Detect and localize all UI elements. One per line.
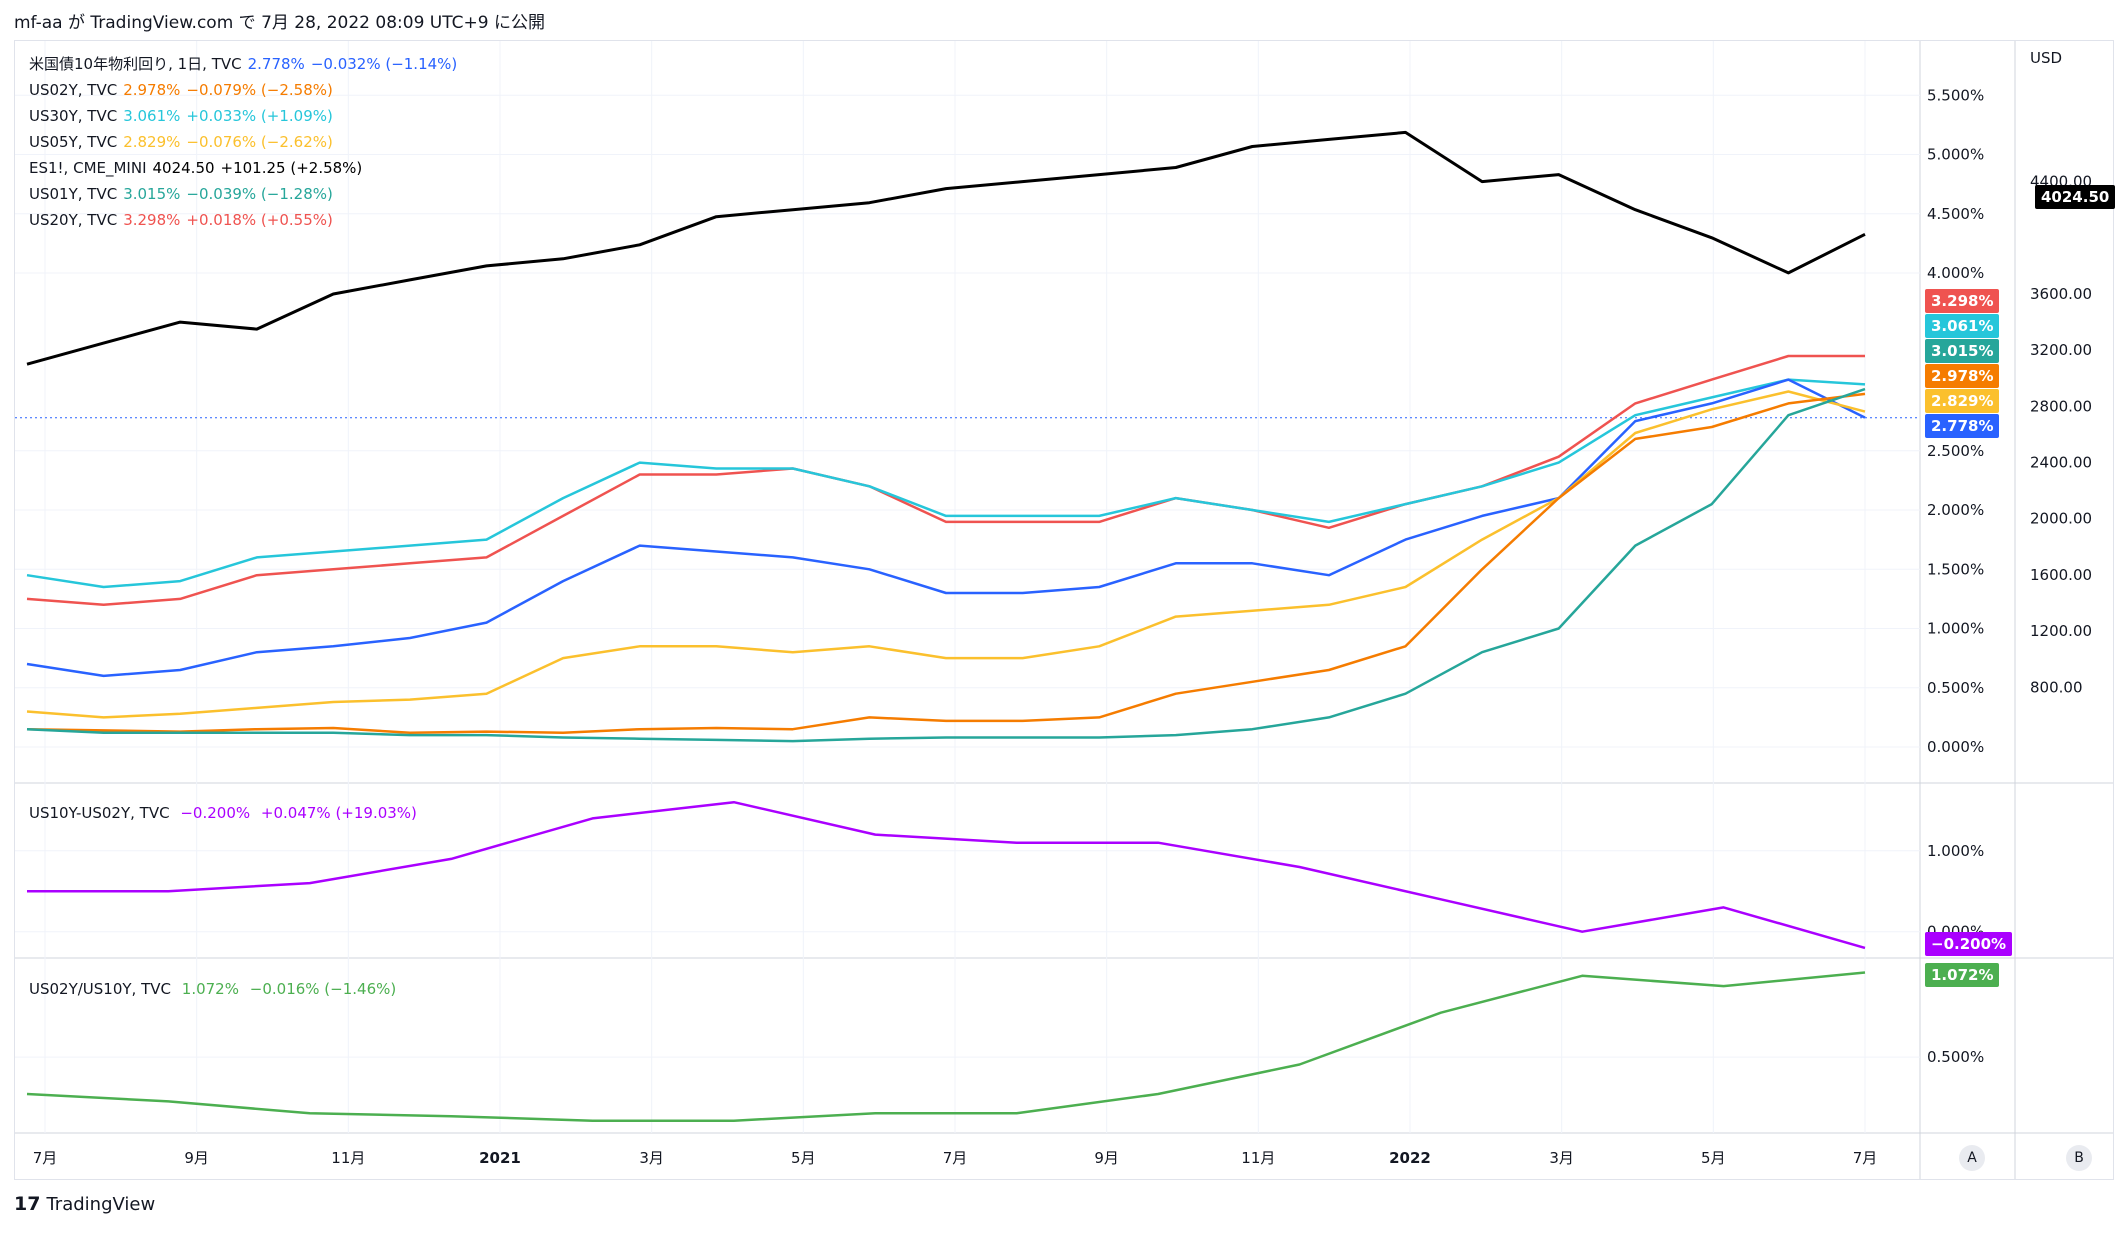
us30y-price-tag: 3.061% — [1925, 314, 2000, 338]
legend-series-name: US02Y, TVC — [29, 81, 118, 99]
us01y-price-tag: 3.015% — [1925, 339, 2000, 363]
x-axis-tick: 5月 — [791, 1149, 816, 1167]
us10y-price-tag: 2.778% — [1925, 414, 2000, 438]
left-axis-tick: 1.500% — [1927, 560, 1984, 578]
spread-legend-value: −0.200% — [180, 804, 251, 822]
x-axis-tick: 3月 — [639, 1149, 664, 1167]
legend-row: US02Y, TVC 2.978% −0.079% (−2.58%) — [29, 77, 457, 103]
right-axis-unit: USD — [2030, 49, 2062, 67]
legend-series-value: 3.015% — [123, 185, 181, 203]
legend-series-name: US20Y, TVC — [29, 211, 118, 229]
x-axis-tick: 7月 — [1853, 1149, 1878, 1167]
us20y-price-tag: 3.298% — [1925, 289, 2000, 313]
left-axis-tick: 4.500% — [1927, 205, 1984, 223]
x-axis-tick: 7月 — [943, 1149, 968, 1167]
ratio-axis-tick: 0.500% — [1927, 1048, 1984, 1066]
left-axis-tick: 0.000% — [1927, 738, 1984, 756]
left-axis-tick: 0.500% — [1927, 679, 1984, 697]
series-line-us20y — [26, 354, 1865, 607]
left-axis-tick: 2.000% — [1927, 501, 1984, 519]
right-axis-tick: 3200.00 — [2030, 341, 2092, 359]
footer-brand: TradingView — [46, 1193, 156, 1215]
chart-canvas[interactable]: 5.500% 5.000% 4.500% 4.000% 2.500% 2.000% 1.50… — [15, 41, 2113, 1179]
auto-scale-button[interactable]: A — [1959, 1145, 1985, 1171]
legend-series-change: −0.076% (−2.62%) — [186, 133, 333, 151]
x-axis-tick: 5月 — [1701, 1149, 1726, 1167]
spread-axis-tick: 1.000% — [1927, 842, 1984, 860]
ratio-price-tag: 1.072% — [1925, 963, 2000, 987]
publish-line: mf-aa が TradingView.com で 7月 28, 2022 08… — [14, 13, 545, 33]
series-line-us30y — [26, 378, 1866, 589]
right-axis-tick: 1200.00 — [2030, 622, 2092, 640]
legend-series-name: 米国債10年物利回り, 1日, TVC — [29, 55, 242, 73]
legend-series-change: −0.039% (−1.28%) — [186, 185, 333, 203]
x-axis-tick: 2022 — [1389, 1149, 1431, 1167]
legend-series-name: US05Y, TVC — [29, 133, 118, 151]
ratio-legend-name: US02Y/US10Y, TVC — [29, 980, 171, 998]
right-axis-tick: 2400.00 — [2030, 454, 2092, 472]
legend-series-change: +101.25 (+2.58%) — [220, 159, 363, 177]
us02y-price-tag: 2.978% — [1925, 364, 2000, 388]
x-axis-tick: 3月 — [1549, 1149, 1574, 1167]
series-line-us10y-us02y — [27, 800, 1866, 950]
legend-series-change: +0.018% (+0.55%) — [186, 211, 333, 229]
x-axis-tick: 11月 — [1241, 1149, 1275, 1167]
spread-legend: US10Y-US02Y, TVC −0.200% +0.047% (+19.03… — [29, 800, 417, 826]
legend-series-name: ES1!, CME_MINI — [29, 159, 147, 177]
legend-series-value: 2.829% — [123, 133, 181, 151]
scale-b-button[interactable]: B — [2066, 1145, 2092, 1171]
x-axis-tick: 9月 — [184, 1149, 209, 1167]
series-line-us01y — [26, 387, 1866, 743]
legend-series-value: 2.978% — [123, 81, 181, 99]
ratio-legend-change: −0.016% (−1.46%) — [249, 980, 397, 998]
chart-frame[interactable]: 5.500% 5.000% 4.500% 4.000% 2.500% 2.000% 1.50… — [14, 40, 2116, 1180]
right-axis-tick: 1600.00 — [2030, 566, 2092, 584]
legend-row: US20Y, TVC 3.298% +0.018% (+0.55%) — [29, 207, 457, 233]
main-legend: 米国債10年物利回り, 1日, TVC 2.778% −0.032% (−1.14%… — [29, 51, 457, 233]
right-axis-tick: 2000.00 — [2030, 510, 2092, 528]
x-axis-tick: 9月 — [1094, 1149, 1119, 1167]
series-line-us10y — [26, 378, 1866, 678]
right-axis-tick: 3600.00 — [2030, 285, 2092, 303]
legend-series-value: 4024.50 — [152, 159, 215, 177]
legend-row: US30Y, TVC 3.061% +0.033% (+1.09%) — [29, 103, 457, 129]
x-axis-tick: 2021 — [479, 1149, 521, 1167]
legend-series-value: 2.778% — [247, 55, 305, 73]
legend-row: US01Y, TVC 3.015% −0.039% (−1.28%) — [29, 181, 457, 207]
spread-legend-name: US10Y-US02Y, TVC — [29, 804, 170, 822]
spread-price-tag: −0.200% — [1925, 932, 2013, 956]
legend-row: 米国債10年物利回り, 1日, TVC 2.778% −0.032% (−1.14%… — [29, 51, 457, 77]
left-axis-tick: 5.500% — [1927, 86, 1984, 104]
series-line-es1 — [26, 130, 1866, 366]
legend-series-value: 3.298% — [123, 211, 181, 229]
right-axis-tick: 800.00 — [2030, 678, 2083, 696]
x-axis-tick: 7月 — [33, 1149, 58, 1167]
legend-row: ES1!, CME_MINI 4024.50 +101.25 (+2.58%) — [29, 155, 457, 181]
ratio-legend: US02Y/US10Y, TVC 1.072% −0.016% (−1.46%) — [29, 976, 396, 1002]
right-axis-tick: 2800.00 — [2030, 397, 2092, 415]
x-axis-tick: 11月 — [331, 1149, 365, 1167]
left-axis-tick: 5.000% — [1927, 146, 1984, 164]
spread-legend-change: +0.047% (+19.03%) — [260, 804, 417, 822]
es1-price-tag: 4024.50 — [2035, 185, 2116, 209]
legend-series-value: 3.061% — [123, 107, 181, 125]
legend-series-change: +0.033% (+1.09%) — [186, 107, 333, 125]
legend-series-change: −0.079% (−2.58%) — [186, 81, 333, 99]
left-axis-tick: 4.000% — [1927, 264, 1984, 282]
footer: 17 TradingView — [14, 1193, 155, 1215]
ratio-legend-value: 1.072% — [181, 980, 239, 998]
series-line-us02y-us10y — [26, 971, 1866, 1122]
left-axis-tick: 2.500% — [1927, 442, 1984, 460]
left-axis-tick: 1.000% — [1927, 620, 1984, 638]
us05y-price-tag: 2.829% — [1925, 389, 2000, 413]
legend-row: US05Y, TVC 2.829% −0.076% (−2.62%) — [29, 129, 457, 155]
legend-series-change: −0.032% (−1.14%) — [310, 55, 458, 73]
legend-series-name: US30Y, TVC — [29, 107, 118, 125]
legend-series-name: US01Y, TVC — [29, 185, 118, 203]
series-line-us02y — [26, 392, 1866, 735]
tradingview-logo-icon: 17 — [14, 1193, 41, 1215]
